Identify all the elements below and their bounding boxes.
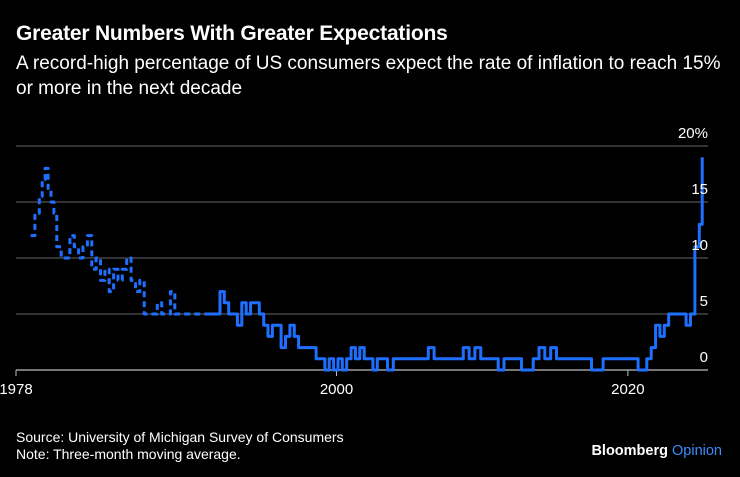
- y-tick-label: 15: [691, 181, 708, 198]
- y-tick-label: 5: [700, 293, 708, 310]
- grid-lines: [15, 145, 708, 376]
- series-line-solid: [205, 157, 704, 372]
- method-note: Note: Three-month moving average.: [16, 446, 241, 462]
- series-line-dashed: [30, 166, 206, 316]
- y-tick-label: 0: [700, 349, 708, 366]
- source-note: Source: University of Michigan Survey of…: [16, 429, 344, 445]
- x-tick-label: 1978: [0, 381, 33, 398]
- brand-product: Opinion: [672, 443, 722, 459]
- chart-subtitle: A record-high percentage of US consumers…: [16, 53, 721, 99]
- x-tick-label: 2000: [320, 381, 353, 398]
- y-tick-label: 20%: [678, 125, 708, 142]
- chart-title: Greater Numbers With Greater Expectation…: [16, 22, 448, 45]
- brand-name: Bloomberg: [591, 443, 668, 459]
- series-lines: [30, 157, 704, 372]
- x-tick-label: 2020: [611, 381, 644, 398]
- bloomberg-opinion-logo: Bloomberg Opinion: [591, 443, 722, 459]
- axis-labels: 0 5 10 15 20% 1978 2000 2020: [0, 125, 708, 398]
- line-chart: 0 5 10 15 20% 1978 2000 2020: [0, 125, 708, 398]
- y-tick-label: 10: [691, 237, 708, 254]
- chart-footer: Source: University of Michigan Survey of…: [16, 429, 344, 463]
